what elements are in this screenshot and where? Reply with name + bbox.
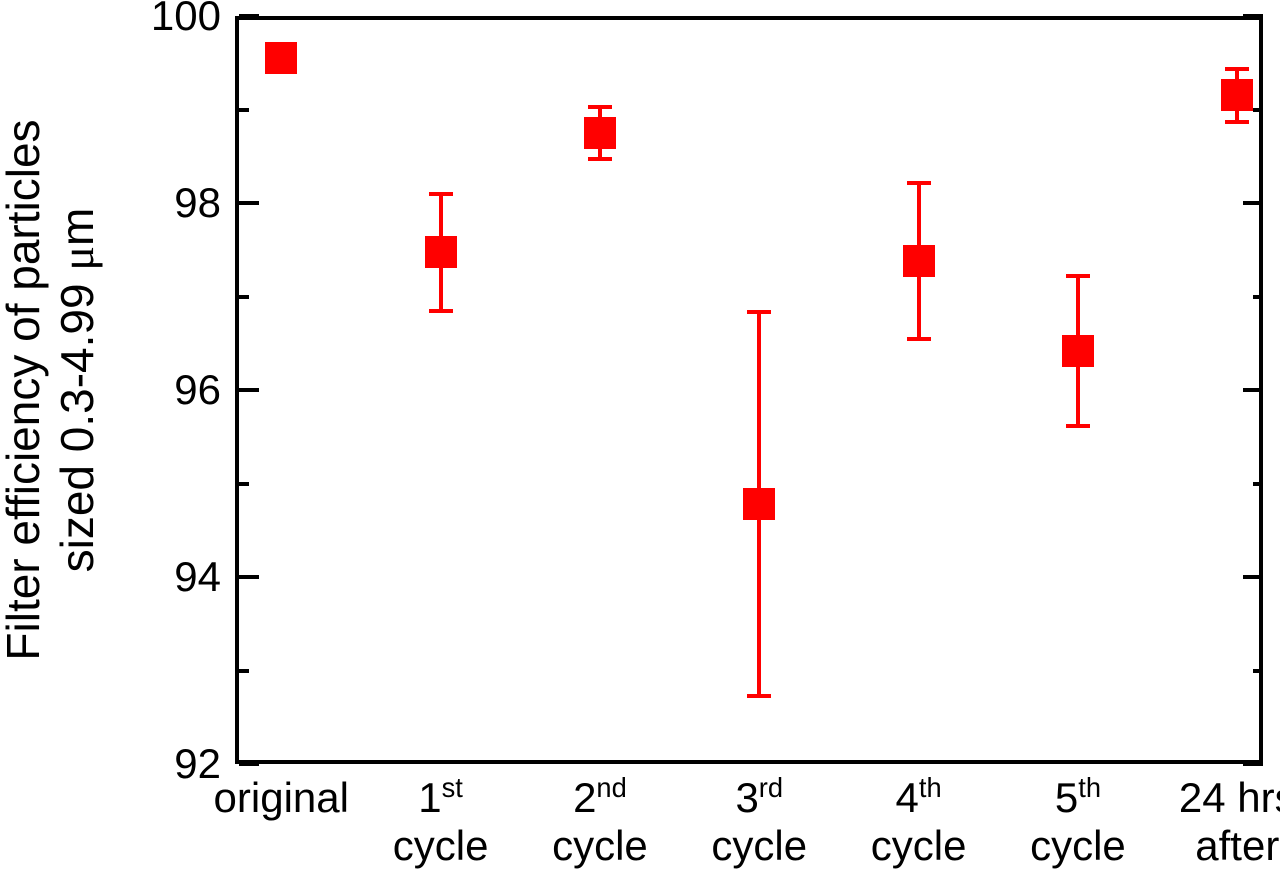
y-tick-mark	[1243, 388, 1263, 392]
x-tick-label: 3rdcycle	[674, 774, 844, 871]
error-cap	[1225, 120, 1249, 124]
data-marker	[425, 236, 457, 268]
y-axis-title-mu: μ	[52, 246, 103, 271]
x-tick-label: 24 hrsafter	[1152, 774, 1280, 871]
y-minor-tick	[239, 108, 249, 112]
y-tick-label: 94	[174, 553, 221, 601]
y-minor-tick	[1253, 108, 1263, 112]
y-minor-tick	[1253, 669, 1263, 673]
y-minor-tick	[239, 669, 249, 673]
y-tick-mark	[239, 575, 259, 579]
chart-container: Filter efficiency of particles sized 0.3…	[0, 0, 1280, 890]
data-marker	[743, 488, 775, 520]
y-tick-mark	[1243, 762, 1263, 766]
error-cap	[747, 694, 771, 698]
y-tick-mark	[1243, 201, 1263, 205]
x-tick-label: original	[196, 774, 366, 822]
y-minor-tick	[239, 295, 249, 299]
y-tick-mark	[239, 201, 259, 205]
y-axis-title: Filter efficiency of particles sized 0.3…	[0, 119, 104, 660]
error-cap	[747, 310, 771, 314]
data-marker	[1221, 79, 1253, 111]
error-cap	[588, 105, 612, 109]
x-tick-label: 2ndcycle	[515, 774, 685, 871]
plot-area	[235, 16, 1263, 764]
x-tick-label: 4thcycle	[834, 774, 1004, 871]
y-tick-mark	[239, 14, 259, 18]
x-tick-label: 1stcycle	[356, 774, 526, 871]
error-cap	[1066, 424, 1090, 428]
y-axis-title-line1: Filter efficiency of particles	[0, 119, 49, 660]
y-axis-title-unit: m	[51, 208, 103, 246]
y-axis-title-line2-prefix: sized 0.3-4.99	[51, 271, 103, 573]
error-cap	[588, 157, 612, 161]
y-tick-mark	[239, 762, 259, 766]
error-cap	[429, 192, 453, 196]
y-tick-label: 100	[151, 0, 221, 40]
data-marker	[903, 245, 935, 277]
error-cap	[907, 181, 931, 185]
y-minor-tick	[1253, 295, 1263, 299]
data-marker	[584, 117, 616, 149]
error-cap	[907, 337, 931, 341]
x-tick-label: 5thcycle	[993, 774, 1163, 871]
y-tick-mark	[1243, 575, 1263, 579]
data-marker	[265, 42, 297, 74]
y-minor-tick	[239, 482, 249, 486]
data-marker	[1062, 335, 1094, 367]
error-cap	[429, 309, 453, 313]
y-tick-label: 98	[174, 179, 221, 227]
y-tick-label: 96	[174, 366, 221, 414]
y-minor-tick	[1253, 482, 1263, 486]
y-tick-mark	[1243, 14, 1263, 18]
error-cap	[1066, 274, 1090, 278]
error-cap	[1225, 67, 1249, 71]
y-tick-mark	[239, 388, 259, 392]
